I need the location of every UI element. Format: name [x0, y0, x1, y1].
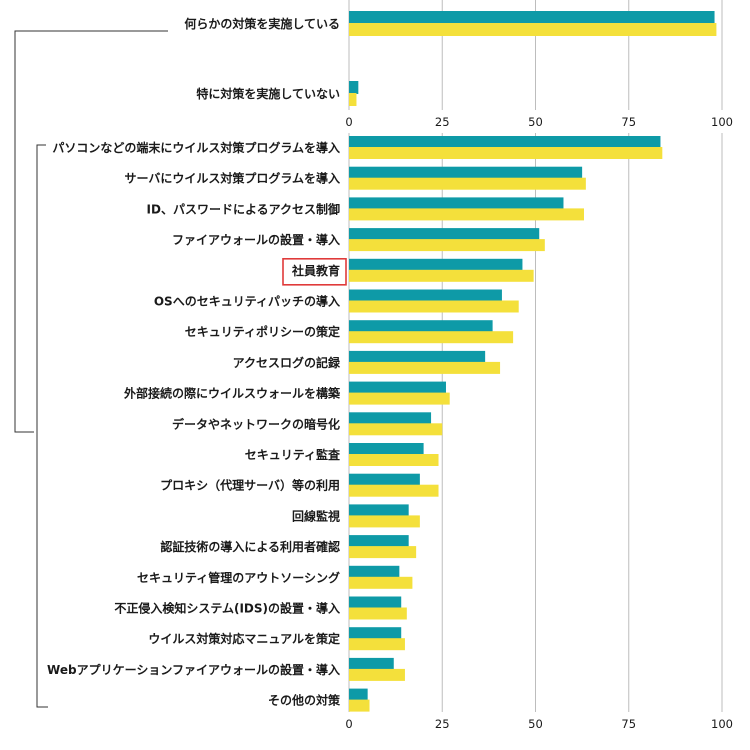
chart1-x-tick-label: 75 [621, 115, 636, 129]
chart2-category-label: 社員教育 [291, 263, 340, 278]
chart2-bar-series2 [349, 515, 420, 528]
chart2-category-label: 認証技術の導入による利用者確認 [160, 539, 340, 554]
chart1-category-label: 特に対策を実施していない [196, 86, 340, 101]
chart2-bar-series2 [349, 484, 439, 497]
chart1-bar-series1 [349, 11, 715, 24]
chart2-bar-series1 [349, 320, 493, 333]
chart2-bar-series2 [349, 300, 519, 313]
chart2-bar-series1 [349, 688, 368, 701]
chart2-bar-series1 [349, 473, 420, 486]
chart2-category-label: ID、パスワードによるアクセス制御 [147, 201, 340, 216]
chart1-x-tick-label: 25 [435, 115, 450, 129]
chart2-bar-series2 [349, 423, 443, 436]
chart2-bar-series2 [349, 392, 450, 405]
chart2-bar-series1 [349, 535, 409, 548]
chart2-bar-series1 [349, 443, 424, 455]
chart2-bar-series1 [349, 381, 446, 394]
chart2-category-label: ファイアウォールの設置・導入 [172, 232, 340, 247]
chart2-bar-series1 [349, 412, 432, 425]
chart2-x-tick-label: 50 [528, 717, 543, 731]
chart2-category-label: OSへのセキュリティパッチの導入 [154, 294, 340, 309]
chart2-bar-series1 [349, 289, 502, 302]
group-bracket-outer [14, 30, 168, 433]
bars-layer [349, 11, 717, 712]
chart2-category-label: パソコンなどの端末にウイルス対策プログラムを導入 [52, 140, 340, 155]
chart2-x-tick-label: 25 [435, 717, 450, 731]
chart2-bar-series2 [349, 576, 413, 589]
chart1-x-tick-label: 50 [528, 115, 543, 129]
chart2-bar-series2 [349, 361, 501, 374]
chart2-bar-series1 [349, 258, 523, 271]
chart2-category-label: 回線監視 [292, 508, 340, 523]
chart2-bar-series2 [349, 331, 514, 344]
ticks-layer: 0 25 50 75 100 0 25 50 75 100 [345, 115, 733, 731]
chart2-bar-series2 [349, 668, 405, 681]
chart2-bar-series2 [349, 699, 370, 712]
chart1-bar-series2 [349, 23, 717, 36]
chart2-bar-series2 [349, 239, 545, 252]
chart2-bar-series1 [349, 197, 564, 210]
chart2-bar-series1 [349, 596, 402, 609]
chart2-bar-series2 [349, 546, 417, 559]
chart2-category-label: 不正侵入検知システム(IDS)の設置・導入 [114, 601, 340, 616]
chart2-category-label: Webアプリケーションファイアウォールの設置・導入 [47, 662, 340, 677]
chart2-highlight-box [282, 257, 347, 286]
chart2-x-tick-label: 75 [621, 717, 636, 731]
chart1-x-tick-label: 100 [711, 115, 733, 129]
chart1-bar-series1 [349, 81, 359, 94]
chart2-x-tick-label: 100 [711, 717, 733, 731]
chart2-category-label: セキュリティ監査 [245, 447, 341, 462]
chart2-bar-series1 [349, 136, 661, 148]
chart2-category-label: ウイルス対策対応マニュアルを策定 [148, 631, 340, 646]
chart2-bar-series1 [349, 627, 402, 640]
chart2-category-label: アクセスログの記録 [233, 355, 341, 370]
chart2-category-label: サーバにウイルス対策プログラムを導入 [124, 171, 340, 186]
chart2-bar-series1 [349, 504, 409, 517]
group-bracket-inner [36, 144, 48, 708]
chart2-bar-series2 [349, 208, 584, 221]
chart2-bar-series2 [349, 269, 534, 282]
chart2-bar-series2 [349, 607, 407, 620]
chart2-bar-series2 [349, 147, 663, 159]
chart2-bar-series1 [349, 166, 583, 179]
chart2-bar-series1 [349, 565, 400, 578]
bracket-layer [14, 30, 168, 708]
chart2-category-label: セキュリティ管理のアウトソーシング [137, 570, 340, 585]
chart2-category-label: データやネットワークの暗号化 [172, 416, 340, 431]
chart2-bar-series1 [349, 228, 540, 241]
chart2-x-tick-label: 0 [345, 717, 352, 731]
chart2-bar-series1 [349, 350, 486, 363]
chart2-category-label: セキュリティポリシーの策定 [185, 324, 340, 339]
chart2-bar-series1 [349, 657, 394, 670]
chart1-x-tick-label: 0 [345, 115, 352, 129]
labels-layer: 何らかの対策を実施している特に対策を実施していないパソコンなどの端末にウイルス対… [47, 16, 347, 708]
chart2-bar-series2 [349, 454, 439, 466]
chart2-category-label: その他の対策 [268, 693, 341, 708]
chart2-bar-series2 [349, 177, 586, 190]
chart2-bar-series2 [349, 638, 405, 651]
chart1-category-label: 何らかの対策を実施している [184, 16, 340, 31]
chart2-category-label: 外部接続の際にウイルスウォールを構築 [124, 386, 341, 401]
chart1-bar-series2 [349, 93, 357, 106]
chart2-category-label: プロキシ（代理サーバ）等の利用 [160, 478, 340, 493]
